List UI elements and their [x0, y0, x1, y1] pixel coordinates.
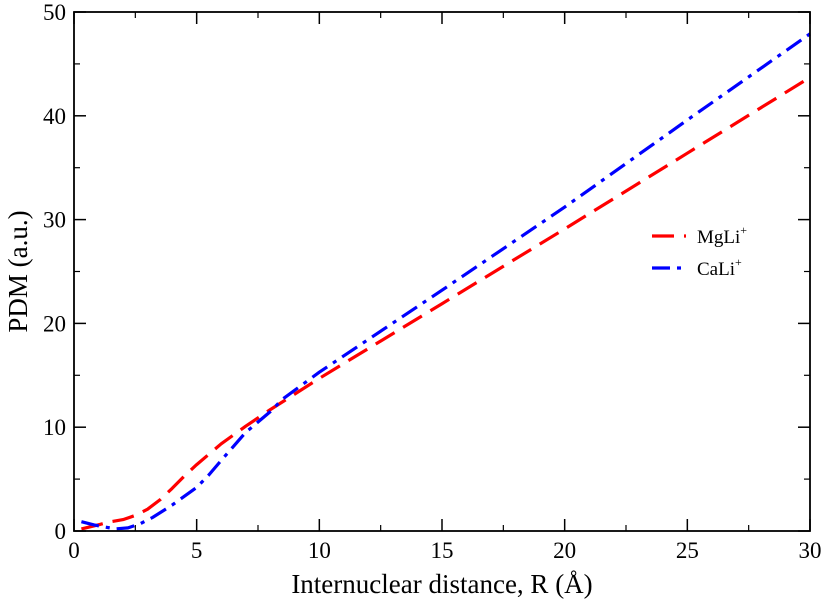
x-axis-title: Internuclear distance, R (Å): [291, 569, 592, 599]
series-line-mgli: [81, 76, 811, 531]
legend-label-cali: CaLi+: [697, 255, 742, 280]
y-tick-label: 30: [43, 208, 66, 233]
x-tick-label: 25: [676, 538, 699, 563]
x-tick-label: 0: [68, 538, 80, 563]
legend: MgLi+ CaLi+: [652, 223, 747, 280]
y-tick-label: 0: [55, 519, 67, 544]
y-tick-label: 20: [43, 311, 66, 336]
x-tick-label: 10: [308, 538, 331, 563]
x-tick-label: 5: [191, 538, 203, 563]
x-tick-label: 20: [553, 538, 576, 563]
y-axis-title: PDM (a.u.): [3, 210, 33, 332]
x-tick-label: 30: [799, 538, 822, 563]
y-tick-label: 40: [43, 104, 66, 129]
series-layer: [81, 32, 811, 531]
x-tick-label: 15: [431, 538, 454, 563]
legend-label-mgli: MgLi+: [697, 223, 747, 248]
y-tick-label: 50: [43, 0, 66, 25]
y-tick-label: 10: [43, 415, 66, 440]
ticklabels-layer: 0 5 10 15 20 25 30 0 10 20 30 40 50: [43, 0, 822, 563]
ticks-layer: [73, 11, 811, 532]
series-line-cali: [81, 32, 811, 531]
